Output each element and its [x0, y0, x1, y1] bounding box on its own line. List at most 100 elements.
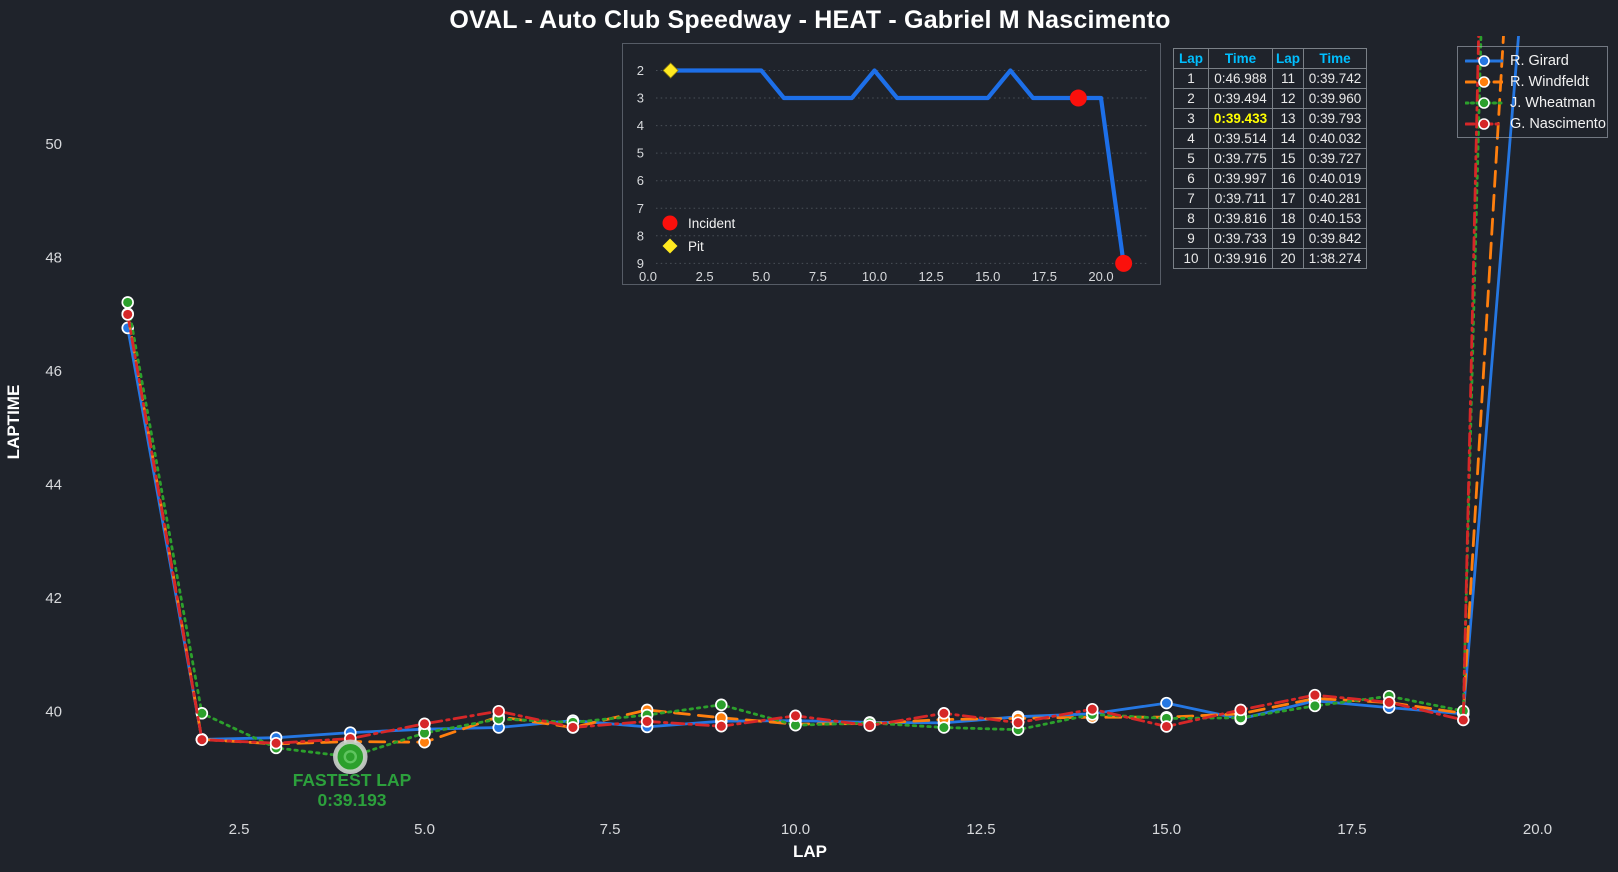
- time-cell: 0:46.988: [1208, 68, 1273, 89]
- lap-cell: 5: [1173, 148, 1209, 169]
- chart-title: OVAL - Auto Club Speedway - HEAT - Gabri…: [449, 6, 1171, 34]
- time-cell: 0:39.816: [1208, 208, 1273, 229]
- lap-cell: 6: [1173, 168, 1209, 189]
- incident-marker-icon: [662, 215, 678, 231]
- table-row: 3 0:39.433 13 0:39.793: [1173, 108, 1368, 129]
- lap-cell: 18: [1271, 208, 1305, 229]
- fastest-lap-value: 0:39.193: [317, 790, 387, 810]
- x-tick-label: 12.5: [966, 821, 995, 838]
- pit-marker-icon: [662, 238, 678, 254]
- inset-x-tick-label: 7.5: [809, 269, 827, 284]
- data-point-marker: [195, 733, 209, 746]
- pit-marker: [662, 62, 679, 79]
- time-cell: 0:40.032: [1303, 128, 1368, 149]
- data-point-marker: [121, 308, 134, 321]
- data-point-marker: [1011, 716, 1025, 729]
- fastest-time-cell: 0:39.433: [1208, 108, 1273, 129]
- time-cell: 0:39.960: [1303, 88, 1368, 109]
- inset-x-tick-label: 15.0: [975, 269, 1000, 284]
- inset-y-tick-label: 6: [637, 173, 644, 188]
- time-cell: 0:39.514: [1208, 128, 1273, 149]
- fastest-lap-label: FASTEST LAP: [292, 770, 412, 790]
- table-row: 5 0:39.775 15 0:39.727: [1173, 148, 1368, 169]
- lap-cell: 15: [1271, 148, 1305, 169]
- table-header-cell: Time: [1303, 48, 1368, 69]
- table-row: 10 0:39.916 20 1:38.274: [1173, 248, 1368, 269]
- inset-x-tick-label: 0.0: [639, 269, 657, 284]
- pit-legend-label: Pit: [688, 238, 704, 254]
- lap-cell: 13: [1271, 108, 1305, 129]
- lap-cell: 11: [1271, 68, 1305, 89]
- x-axis-label: LAP: [793, 842, 827, 861]
- incident-marker: [1115, 254, 1133, 272]
- data-point-marker: [863, 719, 876, 732]
- table-row: 1 0:46.988 11 0:39.742: [1173, 68, 1368, 89]
- data-point-marker: [1457, 713, 1470, 727]
- inset-x-tick-label: 5.0: [752, 269, 770, 284]
- legend-item-g-nascimento: G. Nascimento: [1458, 113, 1607, 134]
- lap-cell: 2: [1173, 88, 1209, 109]
- time-cell: 0:40.153: [1303, 208, 1368, 229]
- inset-y-tick-label: 7: [637, 201, 644, 216]
- table-row: 2 0:39.494 12 0:39.960: [1173, 88, 1368, 109]
- x-tick-label: 17.5: [1337, 821, 1366, 838]
- inset-x-tick-label: 20.0: [1088, 269, 1113, 284]
- inset-x-tick-label: 2.5: [696, 269, 714, 284]
- time-cell: 0:39.494: [1208, 88, 1273, 109]
- lap-times-table: Lap Time Lap Time 1 0:46.988 11 0:39.742 2 0:39.4…: [1173, 48, 1368, 269]
- legend-line-sample: [1465, 96, 1503, 109]
- table-row: 9 0:39.733 19 0:39.842: [1173, 228, 1368, 249]
- time-cell: 0:39.733: [1208, 228, 1273, 249]
- time-cell: 0:39.916: [1208, 248, 1273, 269]
- x-tick-label: 10.0: [781, 821, 810, 838]
- data-point-marker: [1160, 696, 1173, 710]
- fastest-lap-marker: [333, 739, 368, 775]
- legend-item-j-wheatman: J. Wheatman: [1458, 92, 1607, 113]
- incident-marker: [1069, 89, 1087, 107]
- y-tick-label: 48: [45, 250, 62, 267]
- x-tick-label: 2.5: [229, 821, 250, 838]
- legend-item-r-windfeldt: R. Windfeldt: [1458, 71, 1607, 92]
- table-row: 7 0:39.711 17 0:40.281: [1173, 188, 1368, 209]
- drivers-legend: R. Girard R. Windfeldt J. Wheatman G. Nasci…: [1457, 46, 1608, 138]
- table-header-row: Lap Time Lap Time: [1173, 48, 1368, 69]
- data-point-marker: [1234, 703, 1247, 717]
- inset-y-tick-label: 2: [637, 63, 644, 78]
- lap-times-table-wrap: Lap Time Lap Time 1 0:46.988 11 0:39.742 2 0:39.4…: [1173, 48, 1368, 269]
- time-cell: 1:38.274: [1303, 248, 1368, 269]
- plot-area: [121, 36, 1520, 775]
- legend-driver-name: J. Wheatman: [1510, 94, 1596, 111]
- table-row: 8 0:39.816 18 0:40.153: [1173, 208, 1368, 229]
- y-axis-label: LAPTIME: [4, 384, 23, 460]
- table-row: 4 0:39.514 14 0:40.032: [1173, 128, 1368, 149]
- position-inset-panel: 2 3 4 5 6 7 8 9 0.0 2.5 5.0 7.5 10.0 12.5 15.0 17.5 20.0…: [622, 43, 1161, 285]
- lap-cell: 1: [1173, 68, 1209, 89]
- x-tick-label: 7.5: [600, 821, 621, 838]
- position-line: [668, 68, 1126, 266]
- time-cell: 0:40.281: [1303, 188, 1368, 209]
- lap-cell: 17: [1271, 188, 1305, 209]
- legend-line-sample: [1465, 54, 1503, 67]
- time-cell: 0:39.775: [1208, 148, 1273, 169]
- legend-driver-name: R. Windfeldt: [1510, 73, 1589, 90]
- data-point-marker: [640, 715, 654, 728]
- data-point-marker: [121, 296, 134, 309]
- x-tick-label: 20.0: [1523, 821, 1552, 838]
- lap-cell: 19: [1271, 228, 1305, 249]
- data-point-marker: [789, 709, 802, 723]
- legend-driver-name: G. Nascimento: [1510, 115, 1606, 132]
- time-cell: 0:39.742: [1303, 68, 1368, 89]
- inset-y-tick-label: 8: [637, 228, 644, 243]
- data-point-marker: [715, 719, 728, 733]
- table-header-cell: Lap: [1173, 48, 1209, 69]
- legend-item-r-girard: R. Girard: [1458, 50, 1607, 71]
- lap-cell: 3: [1173, 108, 1209, 129]
- x-tick-label: 15.0: [1152, 821, 1181, 838]
- time-cell: 0:39.842: [1303, 228, 1368, 249]
- inset-x-tick-label: 17.5: [1032, 269, 1057, 284]
- legend-line-sample: [1465, 75, 1503, 88]
- inset-x-tick-label: 12.5: [918, 269, 943, 284]
- data-point-marker: [566, 721, 580, 734]
- data-point-marker: [269, 736, 283, 750]
